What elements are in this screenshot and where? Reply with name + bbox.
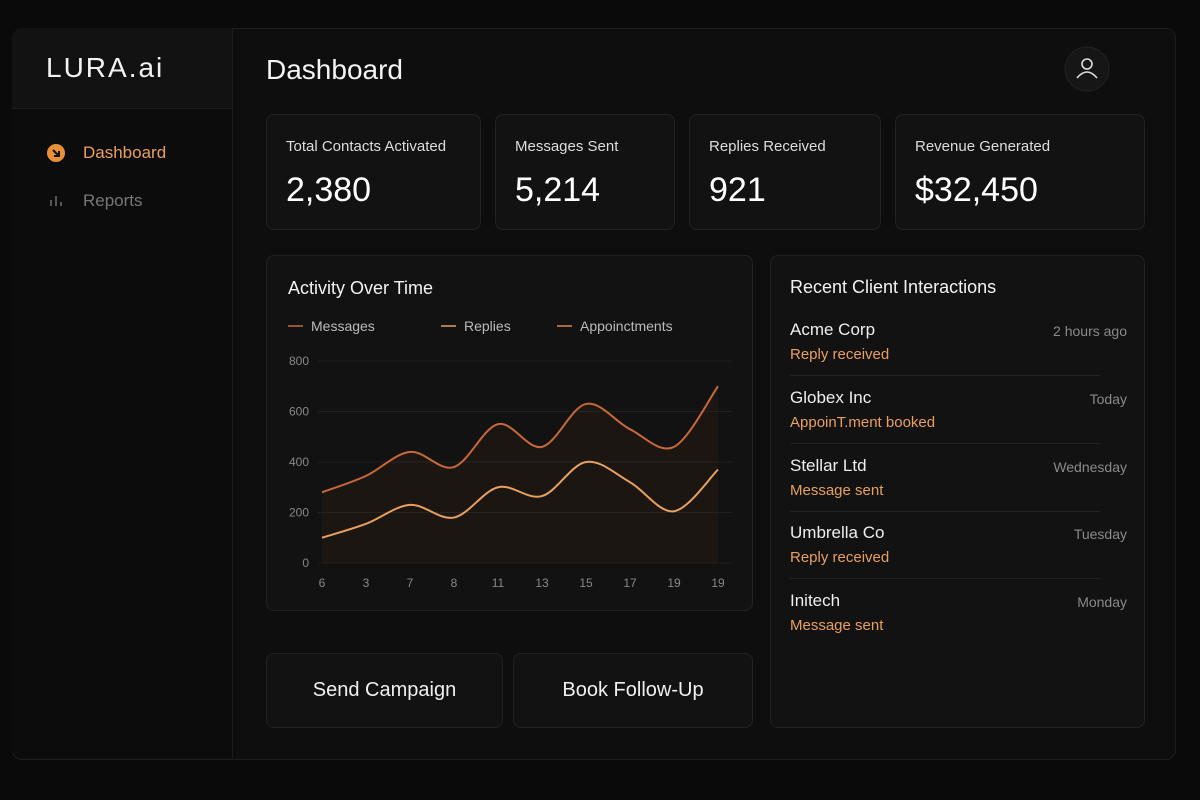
- chart: Activity Over Time Messages Replies Appoinc…: [288, 278, 732, 590]
- stat-value: 5,214: [515, 171, 601, 209]
- interactions-card: [770, 255, 1145, 728]
- area-fill: [322, 386, 718, 563]
- panel-title: Recent Client Interactions: [790, 277, 997, 297]
- page-title: Dashboard: [266, 54, 403, 85]
- client-name: Initech: [790, 591, 841, 611]
- client-status: Reply received: [790, 346, 890, 363]
- client-name: Umbrella Co: [790, 523, 885, 543]
- client-status: Reply received: [790, 549, 890, 567]
- stat-value: 921: [709, 171, 766, 209]
- client-status: Message sent: [790, 481, 884, 499]
- stat-card: [689, 114, 881, 230]
- client-name: Stellar Ltd: [790, 455, 867, 475]
- x-tick-label: 11: [492, 576, 505, 590]
- client-status: Message sent: [790, 617, 884, 635]
- button[interactable]: Book Follow-Up: [513, 653, 753, 728]
- separator: [790, 510, 1100, 512]
- nav-item[interactable]: Dashboard: [83, 143, 167, 162]
- y-tick-label: 800: [289, 354, 309, 368]
- legend-label: Messages: [311, 318, 375, 334]
- x-tick-label: 3: [363, 576, 370, 590]
- stat-card: [266, 114, 481, 230]
- client-time: Wednesday: [1053, 458, 1127, 475]
- legend-label: Appoinctments: [580, 318, 673, 334]
- x-tick-label: 13: [535, 576, 549, 590]
- x-tick-label: 17: [623, 576, 637, 590]
- series-line: [321, 460, 719, 539]
- client-time: 2 hours ago: [1053, 323, 1127, 339]
- series-line: [321, 385, 719, 494]
- x-tick-label: 6: [319, 576, 326, 590]
- y-tick-label: 400: [289, 455, 309, 469]
- separator: [790, 375, 1100, 376]
- x-tick-label: 19: [711, 576, 725, 590]
- chart-card: [266, 255, 753, 611]
- x-tick-label: 8: [451, 576, 458, 590]
- legend-label: Replies: [464, 318, 511, 334]
- client-time: Today: [1089, 390, 1127, 407]
- separator: [790, 578, 1100, 580]
- x-tick-label: 15: [579, 576, 593, 590]
- stat-card: [495, 114, 675, 230]
- brand: LURA.ai: [46, 52, 165, 83]
- stat-label: Messages Sent: [515, 138, 619, 155]
- stat-label: Total Contacts Activated: [286, 138, 447, 155]
- client-time: Tuesday: [1073, 526, 1127, 543]
- button[interactable]: Send Campaign: [266, 653, 503, 728]
- nav-item[interactable]: Reports: [83, 191, 143, 210]
- y-tick-label: 200: [289, 506, 309, 520]
- y-tick-label: 0: [302, 556, 309, 570]
- stat-value: 2,380: [286, 171, 372, 209]
- y-tick-label: 600: [289, 405, 309, 419]
- nav-icon: [47, 144, 65, 162]
- x-tick-label: 19: [667, 576, 681, 590]
- brand-box: [12, 28, 232, 109]
- separator: [790, 442, 1100, 444]
- stat-label: Replies Received: [709, 138, 826, 155]
- client-name: Acme Corp: [790, 320, 876, 339]
- sidebar: [12, 28, 233, 758]
- stat-card: [895, 114, 1145, 230]
- chart-title: Activity Over Time: [288, 278, 433, 298]
- client-time: Monday: [1077, 594, 1127, 611]
- stat-value: $32,450: [915, 171, 1038, 209]
- client-status: AppoinT.ment booked: [790, 413, 936, 431]
- nav-icon: [50, 196, 62, 206]
- client-name: Globex Inc: [790, 387, 872, 407]
- stat-label: Revenue Generated: [915, 138, 1051, 155]
- x-tick-label: 7: [407, 576, 414, 590]
- user-avatar[interactable]: [1064, 46, 1110, 92]
